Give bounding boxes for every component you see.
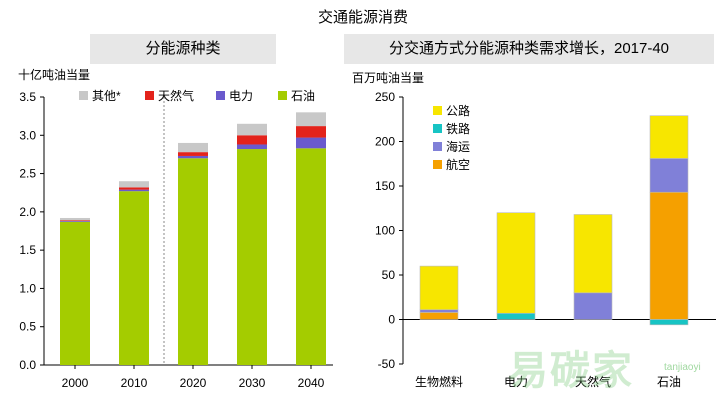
right-y-tick-label: 150 [375, 179, 395, 193]
right-bar-电力-公路 [496, 212, 536, 314]
right-bar-生物燃料-海运 [419, 309, 459, 313]
right-x-tick-label: 石油 [657, 375, 681, 389]
left-y-tick-label: 0.5 [19, 320, 36, 334]
right-x-tick-label: 电力 [504, 375, 528, 389]
left-bar-2040-石油 [296, 148, 326, 365]
right-bar-生物燃料-公路 [419, 265, 459, 311]
left-x-tick-label: 2040 [298, 376, 325, 390]
left-bar-2030-石油 [237, 149, 267, 365]
left-bar-2030-电力 [237, 144, 267, 150]
left-bar-2030-其他* [237, 123, 267, 136]
right-y-tick-label: 0 [388, 313, 395, 327]
right-legend-label: 铁路 [446, 121, 470, 136]
left-legend-swatch [79, 91, 88, 100]
left-y-tick-label: 1.5 [19, 243, 36, 257]
right-bar-石油-铁路 [649, 319, 689, 326]
left-y-tick-label: 3.5 [19, 90, 36, 104]
left-legend-label: 石油 [291, 89, 315, 103]
left-x-tick-label: 2000 [62, 376, 89, 390]
right-bar-石油-公路 [649, 115, 689, 159]
left-panel-title: 分能源种类 [90, 34, 276, 64]
left-legend-swatch [145, 91, 154, 100]
right-y-tick-label: 100 [375, 224, 395, 238]
left-legend-label: 其他* [92, 89, 121, 103]
watermark: 易碳家 [508, 349, 634, 393]
left-bar-2040-其他* [296, 112, 326, 127]
right-bar-电力-铁路 [496, 312, 536, 320]
left-bar-2040-天然气 [296, 126, 326, 138]
right-x-tick-label: 生物燃料 [415, 374, 463, 389]
right-bar-石油-海运 [649, 158, 689, 193]
left-legend-swatch [216, 91, 225, 100]
right-y-tick-label: 250 [375, 90, 395, 104]
left-x-tick-label: 2030 [239, 376, 266, 390]
left-bar-2040-电力 [296, 137, 326, 149]
right-y-tick-label: -50 [378, 357, 396, 371]
left-x-tick-label: 2010 [121, 376, 148, 390]
left-bar-2020-石油 [178, 158, 208, 365]
right-y-tick-label: 50 [382, 268, 396, 282]
right-x-tick-label: 天然气 [575, 374, 611, 389]
right-legend-label: 航空 [446, 157, 470, 172]
right-bar-天然气-海运 [573, 292, 613, 320]
left-y-tick-label: 2.0 [19, 205, 36, 219]
left-legend-swatch [278, 91, 287, 100]
left-y-tick-label: 0.0 [19, 358, 36, 372]
left-y-axis-label: 十亿吨油当量 [18, 67, 90, 82]
left-bar-2010-电力 [119, 189, 149, 192]
left-bar-2020-天然气 [178, 152, 208, 156]
right-y-axis-label: 百万吨油当量 [352, 71, 424, 85]
left-legend-label: 天然气 [158, 88, 194, 103]
chart-title: 交通能源消费 [317, 9, 408, 26]
left-bar-2010-其他* [119, 181, 149, 188]
right-bar-天然气-公路 [573, 214, 613, 294]
right-legend-swatch [433, 124, 442, 133]
left-bar-2020-电力 [178, 155, 208, 159]
right-legend-swatch [433, 142, 442, 151]
left-bar-2010-石油 [119, 191, 149, 365]
right-panel-title: 分交通方式分能源种类需求增长，2017-40 [344, 34, 714, 64]
left-bar-2000-其他* [60, 217, 90, 221]
left-legend-label: 电力 [229, 89, 253, 103]
left-bar-2000-石油 [60, 221, 90, 365]
left-y-tick-label: 2.5 [19, 167, 36, 181]
left-y-tick-label: 1.0 [19, 281, 36, 295]
right-bar-生物燃料-航空 [419, 312, 459, 320]
left-x-tick-label: 2020 [180, 376, 207, 390]
right-y-tick-label: 200 [375, 135, 395, 149]
right-legend-swatch [433, 106, 442, 115]
left-y-tick-label: 3.0 [19, 128, 36, 142]
right-legend-label: 海运 [446, 139, 470, 154]
right-legend-swatch [433, 160, 442, 169]
left-bar-2000-电力 [60, 221, 90, 222]
right-legend-label: 公路 [446, 103, 470, 118]
left-bar-2010-天然气 [119, 187, 149, 190]
right-bar-石油-航空 [649, 191, 689, 320]
watermark-sub: tanjiaoyi [664, 362, 701, 373]
left-bar-2030-天然气 [237, 135, 267, 145]
left-bar-2020-其他* [178, 142, 208, 153]
left-bar-2000-天然气 [60, 220, 90, 222]
